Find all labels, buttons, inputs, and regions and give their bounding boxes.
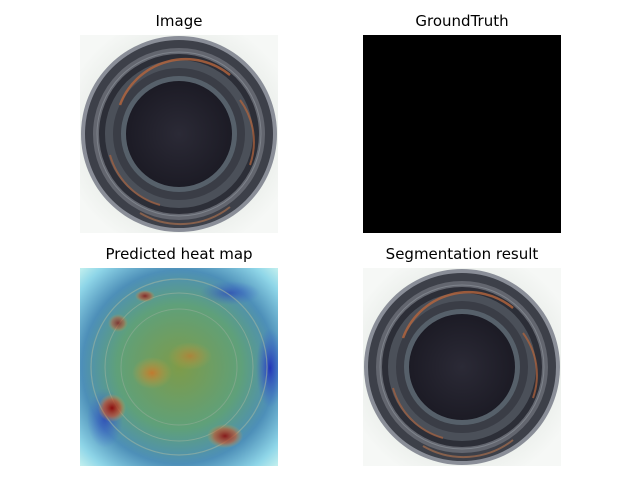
heatmap-panel	[80, 268, 278, 466]
image-panel-title: Image	[80, 12, 278, 30]
segmentation-photo	[363, 268, 561, 466]
groundtruth-panel-title: GroundTruth	[363, 12, 561, 30]
groundtruth-panel	[363, 35, 561, 233]
bottle-mouth-photo	[80, 35, 278, 233]
segmentation-panel-title: Segmentation result	[363, 245, 561, 263]
heatmap-overlay	[80, 268, 278, 466]
heatmap-panel-title: Predicted heat map	[80, 245, 278, 263]
image-panel	[80, 35, 278, 233]
segmentation-panel	[363, 268, 561, 466]
